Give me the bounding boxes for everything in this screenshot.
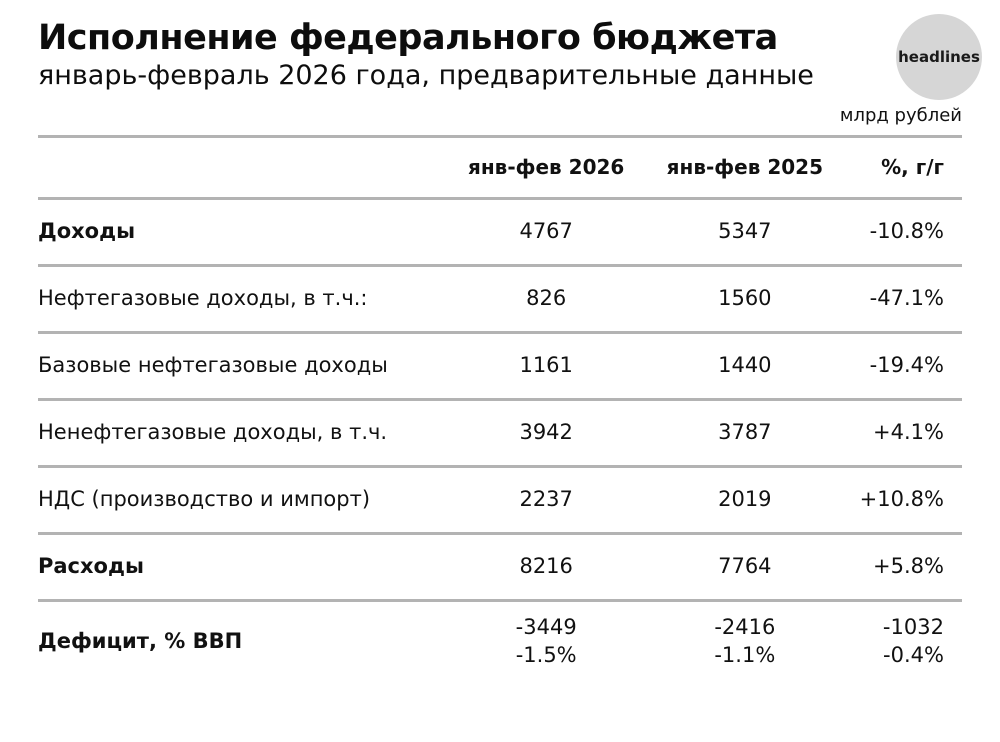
row-label: НДС (производство и импорт) [38,486,371,511]
table-row-revenues: Доходы 4767 5347 -10.8% [38,200,962,267]
row-label: Базовые нефтегазовые доходы [38,352,388,377]
column-header-2025: янв-фев 2025 [666,155,823,180]
page-title: Исполнение федерального бюджета [38,18,778,58]
value-2025: 1560 [718,285,772,310]
row-label: Расходы [38,553,144,578]
table-row-expenditures: Расходы 8216 7764 +5.8% [38,535,962,602]
table-row-oilgas-revenues: Нефтегазовые доходы, в т.ч.: 826 1560 -4… [38,267,962,334]
value-2026: 3942 [519,419,573,444]
table-row-vat: НДС (производство и импорт) 2237 2019 +1… [38,468,962,535]
deficit-change-absolute: -1032 [882,615,944,640]
value-2026: 1161 [519,352,573,377]
value-2025: 5347 [718,218,772,243]
column-header-2026: янв-фев 2026 [468,155,625,180]
deficit-2025-absolute: -2416 [714,615,776,640]
deficit-2026-percent-gdp: -1.5% [515,642,577,667]
value-2026: 826 [526,285,567,310]
value-2026: 2237 [519,486,573,511]
row-label: Ненефтегазовые доходы, в т.ч. [38,419,388,444]
deficit-2026-absolute: -3449 [515,615,577,640]
table-row-deficit: Дефицит, % ВВП -3449 -1.5% -2416 -1.1% -… [38,602,962,682]
table-row-nonoilgas-revenues: Ненефтегазовые доходы, в т.ч. 3942 3787 … [38,401,962,468]
page-subtitle: январь-февраль 2026 года, предварительны… [38,60,814,92]
deficit-change-percent-gdp: -0.4% [883,642,944,667]
headlines-logo: headlines [896,14,982,100]
row-label: Доходы [38,218,136,243]
value-2026: 8216 [519,553,573,578]
units-label: млрд рублей [839,104,962,126]
value-yoy: +5.8% [873,553,944,578]
value-2025: 3787 [718,419,772,444]
table-header-row: янв-фев 2026 янв-фев 2025 %, г/г [38,138,962,200]
value-2025: 2019 [718,486,772,511]
budget-table: янв-фев 2026 янв-фев 2025 %, г/г Доходы … [38,134,962,682]
value-yoy: -1032 -0.4% [842,614,962,669]
value-yoy: -47.1% [869,285,944,310]
row-label: Дефицит, % ВВП [38,628,243,653]
value-2026: 4767 [519,218,573,243]
value-yoy: +10.8% [859,486,944,511]
value-2025: 1440 [718,352,772,377]
deficit-2025-percent-gdp: -1.1% [714,642,776,667]
value-yoy: +4.1% [873,419,944,444]
column-header-yoy: %, г/г [881,155,944,180]
row-label: Нефтегазовые доходы, в т.ч.: [38,285,368,310]
table-row-base-oilgas-revenues: Базовые нефтегазовые доходы 1161 1440 -1… [38,334,962,401]
value-yoy: -10.8% [869,218,944,243]
value-2025: -2416 -1.1% [648,614,842,669]
value-2025: 7764 [718,553,772,578]
value-2026: -3449 -1.5% [445,614,648,669]
value-yoy: -19.4% [869,352,944,377]
